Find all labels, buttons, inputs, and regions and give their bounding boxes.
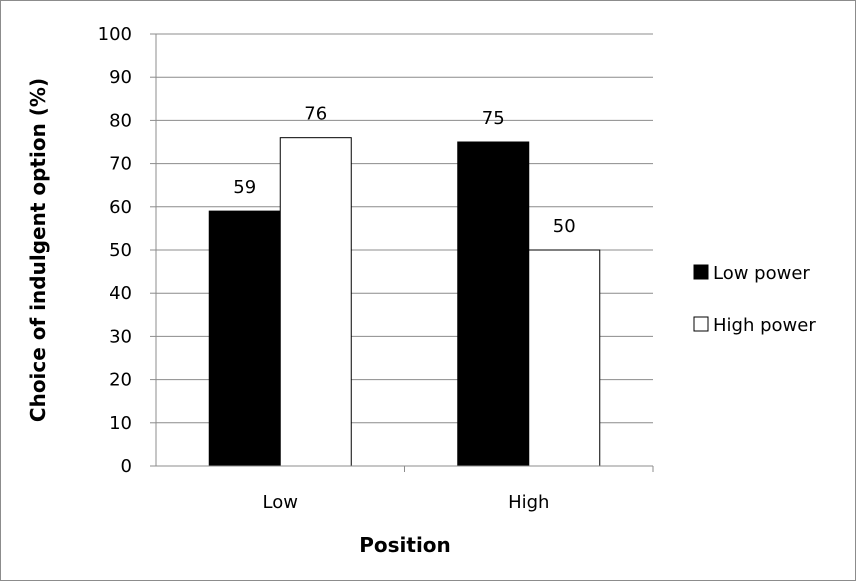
data-label: 50 <box>553 216 576 237</box>
y-tick-label: 20 <box>109 370 132 391</box>
y-tick-label: 90 <box>109 67 132 88</box>
y-tick-label: 40 <box>109 283 132 304</box>
bars <box>208 137 601 467</box>
data-label: 76 <box>304 104 327 125</box>
y-tick-label: 0 <box>121 456 132 477</box>
legend-swatch <box>693 264 709 280</box>
data-label: 75 <box>482 108 505 129</box>
bar <box>279 137 352 467</box>
y-axis-ticks: 0 10 20 30 40 50 60 70 80 90 100 <box>98 24 156 477</box>
y-tick-label: 50 <box>109 240 132 261</box>
y-axis-title: Choice of indulgent option (%) <box>26 78 50 422</box>
y-tick-label: 70 <box>109 154 132 175</box>
y-tick-label: 60 <box>109 197 132 218</box>
data-label: 59 <box>233 177 256 198</box>
legend: Low power High power <box>693 263 816 336</box>
bar <box>208 210 281 467</box>
y-tick-label: 10 <box>109 413 132 434</box>
axes <box>155 34 654 472</box>
data-labels: 59 76 75 50 <box>233 104 575 237</box>
y-tick-label: 80 <box>109 110 132 131</box>
legend-swatch <box>693 316 709 332</box>
y-tick-label: 30 <box>109 326 132 347</box>
x-category-label: Low <box>263 492 298 513</box>
bar <box>528 249 601 467</box>
x-category-label: High <box>508 492 549 513</box>
x-axis-title: Position <box>359 533 451 557</box>
legend-label: Low power <box>713 263 810 284</box>
legend-label: High power <box>713 315 816 336</box>
y-tick-label: 100 <box>98 24 132 45</box>
x-axis-categories: Low High <box>263 492 550 513</box>
bar <box>457 141 530 467</box>
